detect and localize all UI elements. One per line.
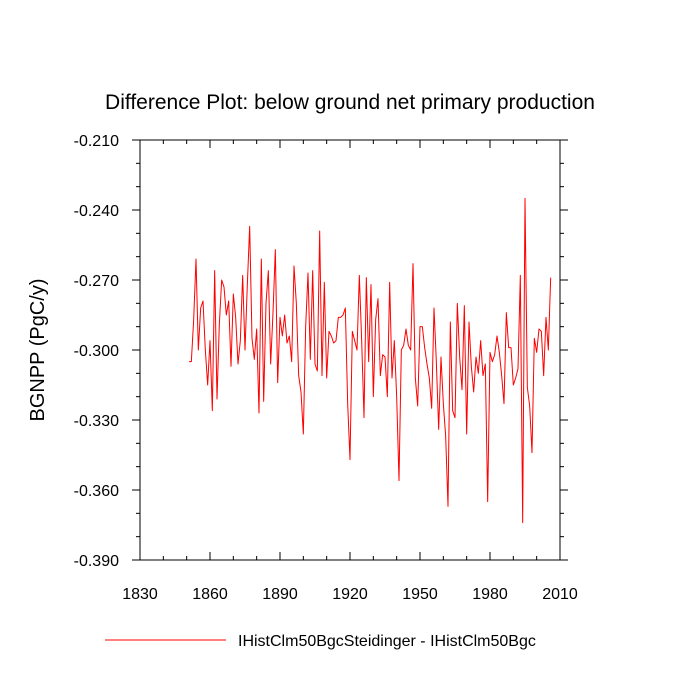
y-tick-label: -0.270 bbox=[74, 273, 119, 290]
y-tick-label: -0.360 bbox=[74, 483, 119, 500]
y-tick-label: -0.240 bbox=[74, 203, 119, 220]
y-tick-label: -0.210 bbox=[74, 133, 119, 150]
x-tick-label: 1980 bbox=[472, 586, 508, 603]
x-tick-label: 1920 bbox=[332, 586, 368, 603]
axis-tick-labels: 1830 1860 1890 1920 1950 1980 2010 -0.210 -0.240… bbox=[74, 133, 578, 603]
y-tick-label: -0.390 bbox=[74, 553, 119, 570]
series-line bbox=[189, 197, 552, 524]
x-tick-label: 1860 bbox=[192, 586, 228, 603]
x-tick-label: 2010 bbox=[542, 586, 578, 603]
axis-ticks bbox=[132, 139, 568, 561]
legend: IHistClm50BgcSteidinger - IHistClm50Bgc bbox=[105, 633, 536, 650]
x-tick-label: 1830 bbox=[122, 586, 158, 603]
y-tick-label: -0.300 bbox=[74, 343, 119, 360]
x-tick-label: 1890 bbox=[262, 586, 298, 603]
y-tick-label: -0.330 bbox=[74, 413, 119, 430]
y-axis-label: BGNPP (PgC/y) bbox=[27, 279, 49, 422]
x-tick-label: 1950 bbox=[402, 586, 438, 603]
plot-frame bbox=[139, 139, 561, 561]
chart-title: Difference Plot: below ground net primar… bbox=[105, 91, 595, 114]
legend-label: IHistClm50BgcSteidinger - IHistClm50Bgc bbox=[238, 633, 536, 650]
plot-lines bbox=[189, 197, 552, 524]
